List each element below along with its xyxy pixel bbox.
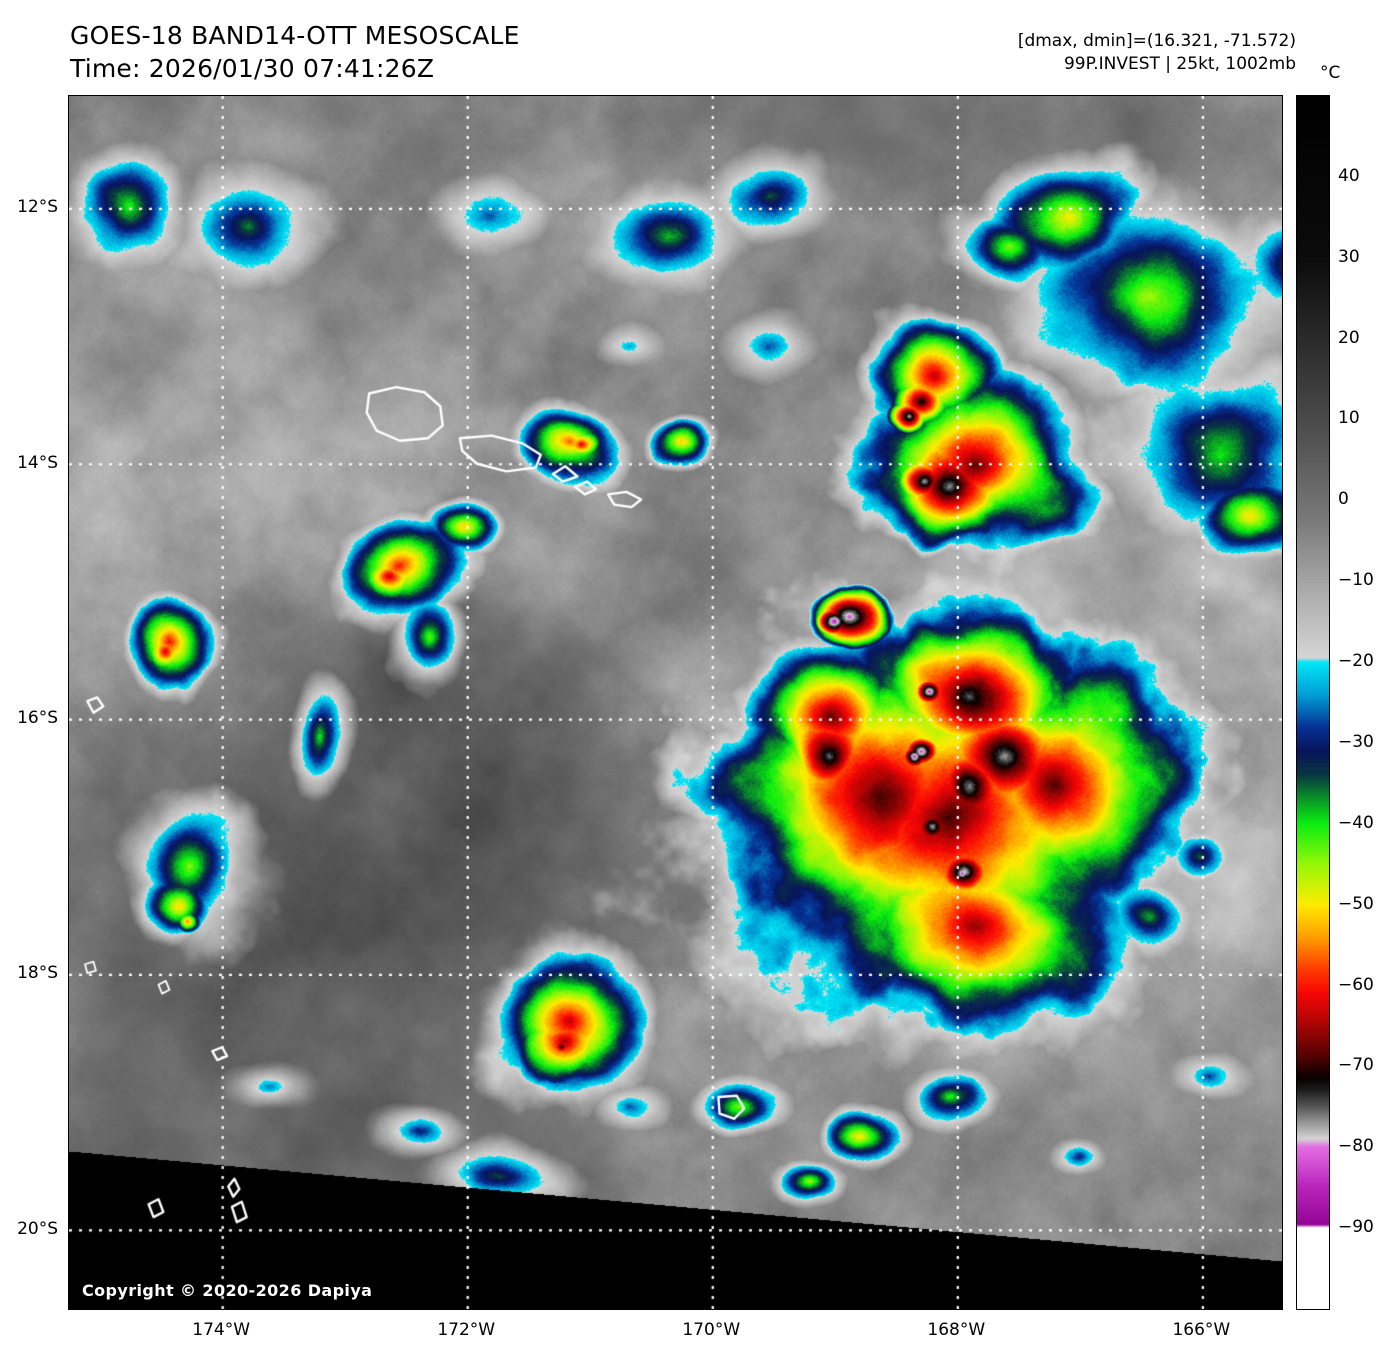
colorbar-tick-9: −50 [1338,893,1374,914]
colorbar-tick-8: −40 [1338,812,1374,833]
lon-tick-label-1: 172°W [437,1320,496,1340]
colorbar-tick-4: 0 [1338,489,1349,510]
lon-tick-label-4: 166°W [1172,1320,1231,1340]
metadata-block: [dmax, dmin]=(16.321, -71.572) 99P.INVES… [1018,30,1296,76]
dmax-dmin-label: [dmax, dmin]=(16.321, -71.572) [1017,31,1296,51]
lat-tick-label-2: 16°S [17,708,58,729]
satellite-map[interactable] [68,95,1283,1310]
colorbar-tick-13: −90 [1338,1217,1374,1238]
lat-tick-label-1: 14°S [17,452,58,473]
lon-tick-label-0: 174°W [192,1320,251,1340]
colorbar-tick-10: −60 [1338,974,1374,995]
colorbar-gradient [1297,96,1329,1309]
graticule-and-coastline-overlay [69,96,1282,1309]
storm-info-label: 99P.INVEST | 25kt, 1002mb [1063,53,1296,74]
colorbar-tick-12: −80 [1338,1136,1374,1157]
colorbar-tick-5: −10 [1338,570,1374,591]
colorbar-tick-6: −20 [1338,651,1374,672]
lat-tick-label-3: 18°S [17,963,58,984]
page-title: GOES-18 BAND14-OTT MESOSCALE [70,21,520,50]
copyright-label: Copyright © 2020-2026 Dapiya [82,1281,373,1300]
title-block: GOES-18 BAND14-OTT MESOSCALE Time: 2026/… [70,20,520,85]
colorbar-tick-2: 20 [1338,327,1360,348]
colorbar-tick-7: −30 [1338,731,1374,752]
temperature-colorbar[interactable] [1296,95,1330,1310]
lat-tick-label-0: 12°S [17,197,58,218]
colorbar-tick-11: −70 [1338,1055,1374,1076]
colorbar-tick-3: 10 [1338,408,1360,429]
colorbar-tick-0: 40 [1338,165,1360,186]
lon-tick-label-3: 168°W [927,1320,986,1340]
timestamp-label: Time: 2026/01/30 07:41:26Z [70,53,435,83]
colorbar-unit-label: °C [1320,63,1341,83]
colorbar-tick-1: 30 [1338,246,1360,267]
lat-tick-label-4: 20°S [17,1218,58,1239]
lon-tick-label-2: 170°W [682,1320,741,1340]
